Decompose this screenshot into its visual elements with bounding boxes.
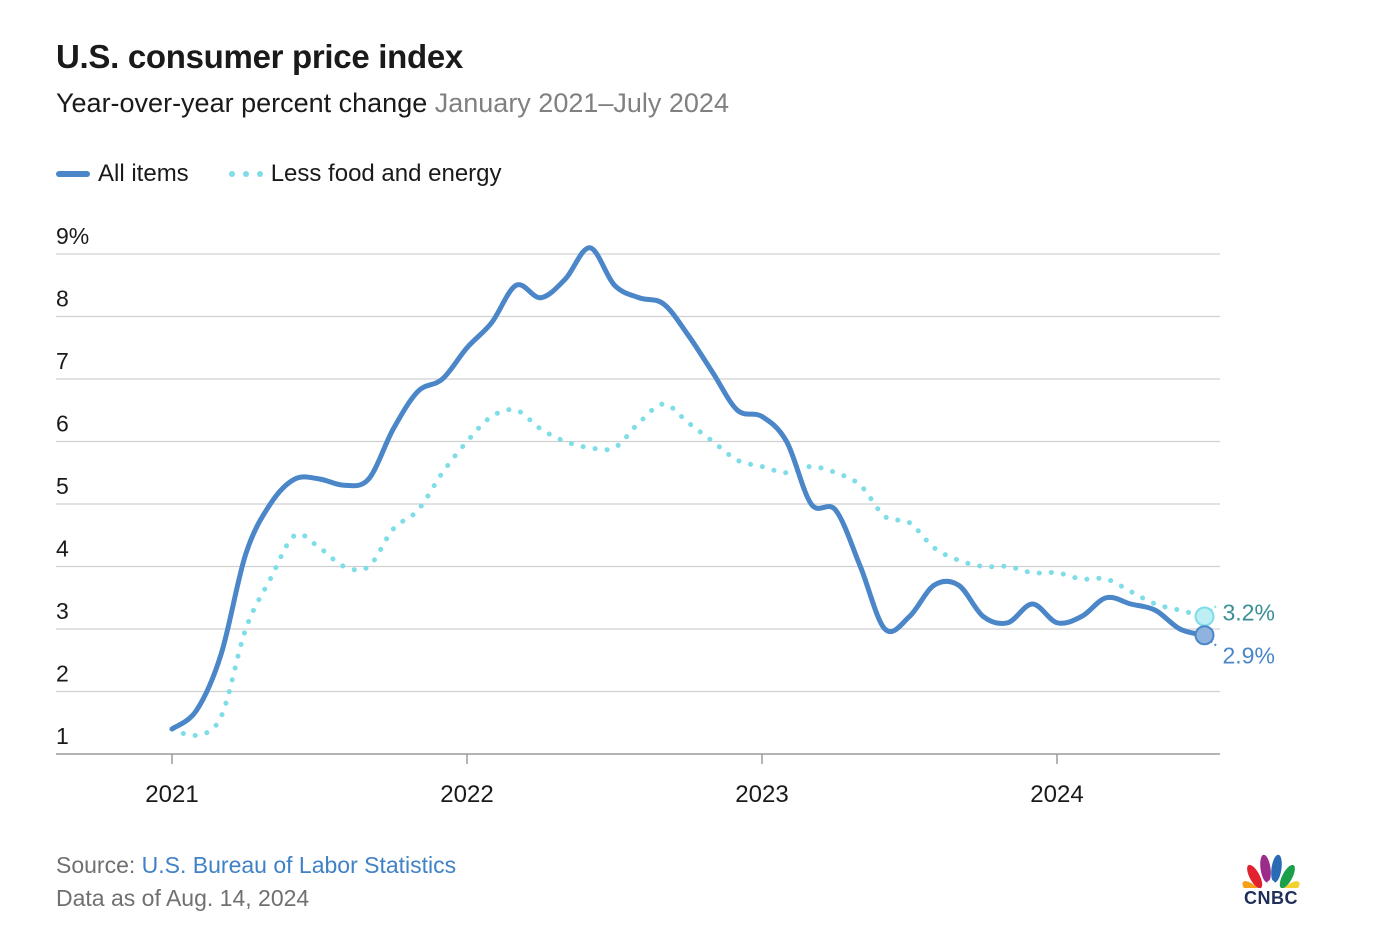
peacock-icon bbox=[1242, 854, 1300, 899]
y-tick-label: 5 bbox=[56, 473, 69, 499]
end-label-all-items: 2.9% bbox=[1223, 642, 1275, 668]
subtitle-main: Year-over-year percent change bbox=[56, 88, 428, 118]
end-label-less-food-and-energy: 3.2% bbox=[1223, 600, 1275, 626]
end-leader-all-items bbox=[1209, 640, 1220, 649]
x-tick-label: 2023 bbox=[735, 781, 788, 808]
y-tick-label: 4 bbox=[56, 536, 69, 562]
legend-swatch-dotted bbox=[228, 171, 263, 177]
y-tick-label: 8 bbox=[56, 286, 69, 312]
line-chart: 1 2 3 4 5 6 7 8 9% 2021 2022 2023 2024 3.2% 2.9% bbox=[56, 223, 1275, 808]
x-tick-label: 2021 bbox=[145, 781, 198, 808]
y-tick-label: 2 bbox=[56, 661, 69, 687]
subtitle-range: January 2021–July 2024 bbox=[434, 88, 729, 118]
chart-title: U.S. consumer price index bbox=[56, 38, 463, 75]
series-line-less-food-and-energy bbox=[169, 401, 1207, 739]
y-tick-label: 1 bbox=[56, 723, 69, 749]
y-tick-label: 9% bbox=[56, 223, 89, 249]
source-link[interactable]: U.S. Bureau of Labor Statistics bbox=[141, 852, 457, 878]
legend-swatch-solid bbox=[56, 171, 90, 177]
cnbc-logo: CNBC bbox=[1238, 854, 1304, 910]
legend-item-all-items: All items bbox=[56, 160, 189, 188]
end-marker-all-items bbox=[1194, 625, 1215, 646]
y-tick-label: 7 bbox=[56, 348, 69, 374]
y-tick-label: 3 bbox=[56, 598, 69, 624]
series-line-all-items bbox=[169, 245, 1207, 732]
y-tick-label: 6 bbox=[56, 411, 69, 437]
data-as-of: Data as of Aug. 14, 2024 bbox=[56, 885, 310, 911]
legend-label-all-items: All items bbox=[98, 160, 189, 187]
chart-subtitle: Year-over-year percent change January 20… bbox=[56, 88, 729, 119]
x-tick-label: 2022 bbox=[440, 781, 493, 808]
legend-item-core: Less food and energy bbox=[228, 160, 502, 188]
source-prefix: Source: bbox=[56, 852, 142, 878]
x-tick-label: 2024 bbox=[1030, 781, 1083, 808]
source-line: Source: U.S. Bureau of Labor Statistics bbox=[56, 852, 456, 879]
end-leader-less-food-and-energy bbox=[1209, 603, 1220, 612]
legend-label-core: Less food and energy bbox=[270, 160, 502, 187]
chart-legend: All items Less food and energy bbox=[56, 160, 542, 188]
logo-text: CNBC bbox=[1244, 888, 1298, 908]
